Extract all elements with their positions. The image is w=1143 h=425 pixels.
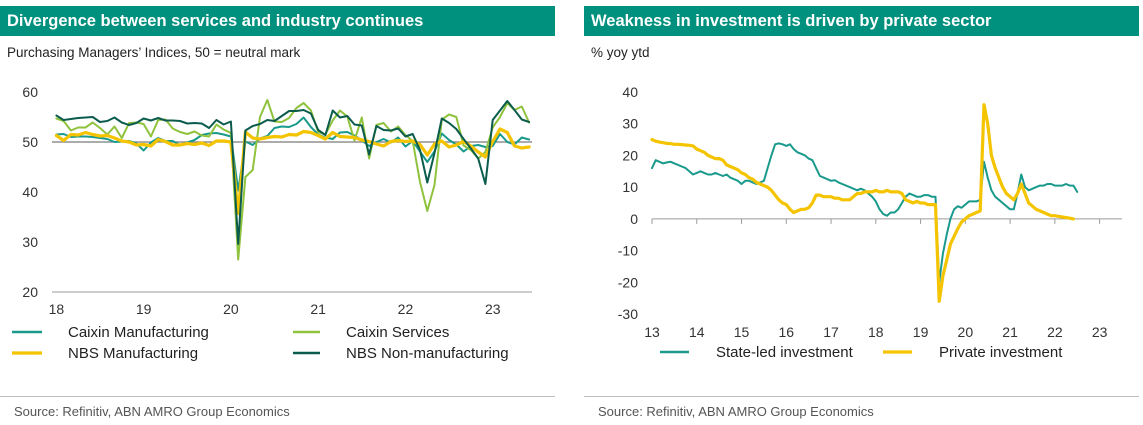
right-series-line-0 <box>651 142 1079 284</box>
right-x-tick-label: 22 <box>1047 324 1063 340</box>
left-y-tick-label: 60 <box>22 84 38 100</box>
right-chart-source: Source: Refinitiv, ABN AMRO Group Econom… <box>598 404 874 419</box>
left-legend-label-0: Caixin Manufacturing <box>68 324 209 341</box>
right-x-tick-label: 16 <box>778 324 794 340</box>
right-x-tick-label: 21 <box>1002 324 1018 340</box>
left-chart-plot: 20 30 40 50 60 18 19 20 21 22 23 Caixin Manufacturi… <box>12 84 532 362</box>
right-x-tick-label: 14 <box>689 324 705 340</box>
left-x-tick-label: 22 <box>398 301 414 317</box>
right-y-tick-label: -30 <box>618 306 638 322</box>
left-x-tick-label: 19 <box>136 301 152 317</box>
right-y-tick-label: -10 <box>618 243 638 259</box>
left-y-tick-label: 30 <box>22 234 38 250</box>
right-x-tick-label: 23 <box>1092 324 1108 340</box>
right-x-tick-label: 15 <box>734 324 750 340</box>
right-y-tick-label: -20 <box>618 274 638 290</box>
left-chart-source: Source: Refinitiv, ABN AMRO Group Econom… <box>14 404 290 419</box>
right-legend-label-1: Private investment <box>939 344 1063 361</box>
left-legend-label-3: NBS Non-manufacturing <box>346 345 509 362</box>
left-y-tick-label: 20 <box>22 284 38 300</box>
left-chart-title-bar: Divergence between services and industry… <box>0 6 555 36</box>
right-x-tick-label: 19 <box>913 324 929 340</box>
left-source-divider <box>0 396 555 397</box>
right-x-tick-label: 17 <box>823 324 839 340</box>
left-series-line-2 <box>54 127 531 216</box>
right-y-tick-label: 20 <box>622 147 638 163</box>
right-chart-subtitle: % yoy ytd <box>591 45 650 60</box>
left-x-tick-label: 21 <box>310 301 326 317</box>
right-y-tick-label: 0 <box>630 211 638 227</box>
right-y-tick-label: 10 <box>622 179 638 195</box>
right-legend-label-0: State-led investment <box>716 344 854 361</box>
right-chart-title-bar: Weakness in investment is driven by priv… <box>584 6 1139 36</box>
left-chart-subtitle: Purchasing Managers’ Indices, 50 = neutr… <box>7 45 301 60</box>
right-y-tick-label: 30 <box>622 116 638 132</box>
left-x-tick-label: 18 <box>49 301 65 317</box>
right-y-tick-label: 40 <box>622 84 638 100</box>
left-x-tick-label: 23 <box>485 301 501 317</box>
left-legend-label-2: NBS Manufacturing <box>68 345 198 362</box>
left-y-tick-label: 40 <box>22 184 38 200</box>
right-series-line-1 <box>650 103 1076 303</box>
left-legend-label-1: Caixin Services <box>346 324 449 341</box>
right-chart-plot: -30 -20 -10 0 10 20 30 40 13 14 15 16 17 18 19 20 21 22 23… <box>618 84 1122 361</box>
left-series-line-3 <box>55 100 531 245</box>
right-x-tick-label: 20 <box>958 324 974 340</box>
left-y-tick-label: 50 <box>22 134 38 150</box>
right-x-tick-label: 18 <box>868 324 884 340</box>
right-x-tick-label: 13 <box>644 324 660 340</box>
left-x-tick-label: 20 <box>223 301 239 317</box>
left-chart-panel: Divergence between services and industry… <box>0 0 555 425</box>
right-source-divider <box>584 396 1139 397</box>
right-chart-title: Weakness in investment is driven by priv… <box>591 12 992 30</box>
left-chart-title: Divergence between services and industry… <box>7 12 424 30</box>
right-chart-panel: Weakness in investment is driven by priv… <box>584 0 1139 425</box>
